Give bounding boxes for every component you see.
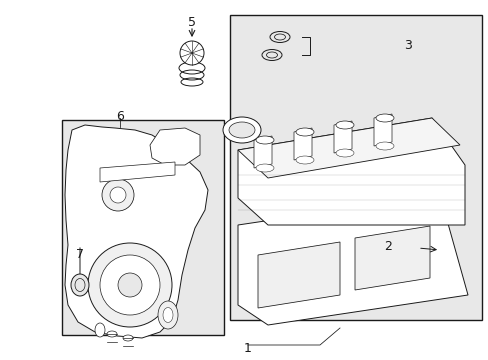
Ellipse shape: [95, 323, 105, 337]
Polygon shape: [333, 121, 351, 153]
Ellipse shape: [266, 52, 277, 58]
Circle shape: [88, 243, 172, 327]
Ellipse shape: [256, 136, 273, 144]
Ellipse shape: [295, 128, 313, 136]
Text: 4: 4: [403, 131, 411, 144]
Ellipse shape: [375, 114, 393, 122]
Ellipse shape: [75, 279, 85, 292]
Circle shape: [102, 179, 134, 211]
Circle shape: [100, 255, 160, 315]
Text: 7: 7: [76, 248, 84, 261]
Polygon shape: [293, 128, 311, 160]
Polygon shape: [100, 162, 175, 182]
Polygon shape: [354, 226, 429, 290]
Polygon shape: [238, 195, 467, 325]
Polygon shape: [65, 125, 207, 338]
Text: 6: 6: [116, 109, 123, 122]
Polygon shape: [373, 114, 391, 146]
Polygon shape: [238, 118, 459, 178]
Ellipse shape: [71, 274, 89, 296]
Text: 2: 2: [383, 240, 391, 253]
Circle shape: [118, 273, 142, 297]
Ellipse shape: [335, 121, 353, 129]
Ellipse shape: [256, 164, 273, 172]
Ellipse shape: [366, 135, 376, 141]
Ellipse shape: [228, 122, 254, 138]
Bar: [62, 120, 224, 335]
Circle shape: [110, 187, 126, 203]
Polygon shape: [253, 136, 271, 168]
Ellipse shape: [163, 307, 173, 323]
Polygon shape: [238, 118, 464, 225]
Ellipse shape: [123, 335, 133, 341]
Text: 3: 3: [403, 39, 411, 51]
Ellipse shape: [274, 34, 285, 40]
Ellipse shape: [335, 149, 353, 157]
Ellipse shape: [262, 49, 282, 60]
Text: 1: 1: [244, 342, 251, 355]
Ellipse shape: [375, 142, 393, 150]
Polygon shape: [258, 242, 339, 308]
Circle shape: [180, 41, 203, 65]
Ellipse shape: [158, 301, 178, 329]
Text: 5: 5: [187, 15, 196, 28]
Ellipse shape: [295, 156, 313, 164]
Ellipse shape: [107, 331, 117, 337]
Polygon shape: [150, 128, 200, 165]
Ellipse shape: [269, 32, 289, 42]
Ellipse shape: [223, 117, 261, 143]
Bar: [229, 15, 481, 320]
